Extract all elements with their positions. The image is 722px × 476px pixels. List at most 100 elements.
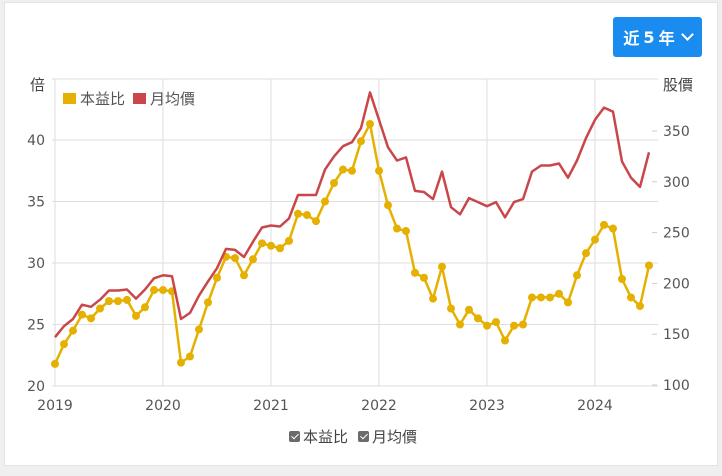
- data-point[interactable]: [96, 304, 104, 313]
- x-tick: 2022: [361, 398, 397, 414]
- data-point[interactable]: [537, 293, 545, 302]
- data-point[interactable]: [186, 352, 194, 361]
- data-point[interactable]: [645, 261, 653, 270]
- data-point[interactable]: [285, 236, 293, 245]
- data-point[interactable]: [564, 298, 572, 307]
- data-point[interactable]: [474, 314, 482, 323]
- data-point[interactable]: [528, 293, 536, 302]
- data-point[interactable]: [249, 255, 257, 264]
- series-line: [53, 122, 651, 365]
- y-right-tick: 300: [663, 175, 690, 191]
- data-point[interactable]: [78, 310, 86, 319]
- data-point[interactable]: [573, 271, 581, 280]
- data-point[interactable]: [393, 224, 401, 233]
- y-right-tick: 350: [663, 124, 690, 140]
- data-point[interactable]: [312, 217, 320, 226]
- data-point[interactable]: [492, 318, 500, 327]
- pe-color-swatch-icon: [63, 93, 76, 104]
- data-point[interactable]: [231, 254, 239, 263]
- data-point[interactable]: [510, 321, 518, 330]
- data-point[interactable]: [204, 298, 212, 307]
- data-point[interactable]: [258, 239, 266, 248]
- x-tick: 2020: [145, 398, 181, 414]
- data-point[interactable]: [276, 244, 284, 253]
- series-line: [54, 91, 651, 338]
- data-point[interactable]: [384, 201, 392, 210]
- toggle-price-series[interactable]: 月均價: [358, 426, 417, 447]
- left-axis-title: 倍: [30, 76, 46, 94]
- y-left-tick: 40: [27, 133, 45, 149]
- data-point[interactable]: [600, 220, 608, 229]
- y-right-tick: 150: [663, 327, 690, 343]
- y-right-tick: 100: [663, 378, 690, 394]
- x-tick: 2024: [577, 398, 613, 414]
- legend-item-price: 月均價: [133, 88, 195, 109]
- data-point[interactable]: [339, 165, 347, 174]
- data-point[interactable]: [618, 274, 626, 283]
- range-selector-label: 近: [623, 29, 640, 48]
- data-point[interactable]: [114, 297, 122, 306]
- y-left-tick: 20: [27, 379, 45, 395]
- data-point[interactable]: [213, 273, 221, 282]
- data-point[interactable]: [267, 241, 275, 250]
- y-left-tick: 30: [27, 256, 45, 272]
- x-tick: 2023: [469, 398, 505, 414]
- data-point[interactable]: [420, 273, 428, 282]
- data-point[interactable]: [69, 326, 77, 335]
- data-point[interactable]: [123, 295, 131, 304]
- data-point[interactable]: [366, 120, 374, 129]
- data-point[interactable]: [357, 137, 365, 146]
- price-color-swatch-icon: [133, 93, 147, 104]
- checkbox-checked-icon[interactable]: [289, 431, 300, 442]
- y-right-tick: 250: [663, 226, 690, 242]
- data-point[interactable]: [177, 358, 185, 367]
- data-point[interactable]: [240, 271, 248, 280]
- checkbox-checked-icon[interactable]: [358, 431, 370, 442]
- data-point[interactable]: [87, 314, 95, 323]
- data-point[interactable]: [501, 336, 509, 345]
- data-point[interactable]: [195, 325, 203, 334]
- data-point[interactable]: [447, 304, 455, 313]
- data-point[interactable]: [546, 293, 554, 302]
- data-point[interactable]: [150, 286, 158, 295]
- data-point[interactable]: [465, 305, 473, 314]
- data-point[interactable]: [132, 311, 140, 320]
- data-point[interactable]: [375, 166, 383, 175]
- legend-label: 本益比: [80, 90, 126, 108]
- toggle-pe-series[interactable]: 本益比: [289, 426, 348, 447]
- data-point[interactable]: [321, 197, 329, 206]
- toggle-label: 月均價: [372, 428, 418, 446]
- toggle-label: 本益比: [303, 428, 349, 446]
- data-point[interactable]: [348, 166, 356, 175]
- data-point[interactable]: [141, 303, 149, 312]
- data-point[interactable]: [582, 249, 590, 258]
- data-point[interactable]: [591, 235, 599, 244]
- data-point[interactable]: [105, 297, 113, 306]
- data-point[interactable]: [609, 224, 617, 233]
- data-point[interactable]: [60, 340, 68, 349]
- x-tick: 2019: [37, 398, 73, 414]
- right-axis-title: 股價: [663, 76, 694, 94]
- data-point[interactable]: [330, 179, 338, 188]
- x-tick: 2021: [253, 398, 289, 414]
- data-point[interactable]: [519, 320, 527, 329]
- data-point[interactable]: [402, 227, 410, 236]
- data-point[interactable]: [438, 262, 446, 271]
- y-right-tick: 200: [663, 276, 690, 292]
- legend-label: 月均價: [150, 90, 196, 108]
- y-left-tick: 25: [27, 318, 45, 334]
- data-point[interactable]: [555, 289, 563, 298]
- data-point[interactable]: [483, 321, 491, 330]
- data-point[interactable]: [636, 302, 644, 311]
- data-point[interactable]: [429, 294, 437, 303]
- data-point[interactable]: [627, 293, 635, 302]
- data-point[interactable]: [456, 320, 464, 329]
- data-point[interactable]: [303, 211, 311, 220]
- data-point[interactable]: [159, 286, 167, 295]
- data-point[interactable]: [51, 359, 59, 368]
- legend-top: 本益比 月均價: [63, 88, 195, 109]
- data-point[interactable]: [294, 209, 302, 218]
- legend-toggles: 本益比 月均價: [289, 426, 417, 447]
- data-point[interactable]: [411, 268, 419, 277]
